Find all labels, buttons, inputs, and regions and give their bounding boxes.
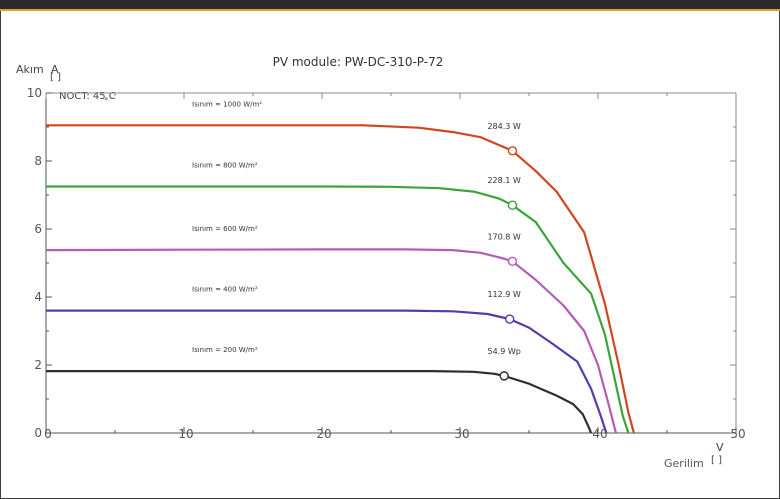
noct-annotation: NOCT: 45 C	[59, 91, 116, 102]
y-tick-label: 0	[34, 426, 42, 440]
y-tick-label: 6	[34, 222, 42, 236]
y-axis-unit: A	[51, 63, 59, 76]
irradiance-label-2: Isınım = 600 W/m²	[192, 225, 258, 233]
x-axis-unit-brackets: [ ]	[711, 455, 722, 466]
x-tick-label: 30	[454, 427, 469, 441]
x-tick-label: 20	[316, 427, 331, 441]
x-tick-label: 0	[44, 427, 52, 441]
series-line-4	[46, 370, 593, 434]
power-label-1: 228.1 W	[487, 176, 520, 185]
degree-mark: °	[104, 97, 109, 107]
irradiance-label-3: Isınım = 400 W/m²	[192, 286, 258, 294]
mpp-marker-0	[507, 146, 518, 156]
series-line-2	[45, 248, 617, 434]
x-tick-label: 10	[178, 427, 193, 441]
x-tick-label: 40	[592, 427, 607, 441]
x-axis-label: Gerilim	[664, 457, 704, 470]
x-tick-label: 50	[730, 427, 745, 441]
irradiance-label-0: Isınım = 1000 W/m²	[192, 100, 262, 108]
y-axis-label: Akım	[16, 63, 44, 76]
power-label-3: 112.9 W	[487, 290, 520, 299]
mpp-marker-2	[507, 256, 518, 266]
irradiance-label-1: Isınım = 800 W/m²	[192, 162, 258, 170]
y-tick-label: 8	[34, 154, 42, 168]
mpp-marker-1	[507, 200, 518, 210]
irradiance-label-4: Isınım = 200 W/m²	[192, 346, 258, 354]
top-bar	[0, 0, 780, 11]
x-axis-unit: V	[716, 441, 724, 454]
y-tick-label: 2	[34, 358, 42, 372]
y-tick-label: 4	[34, 290, 42, 304]
mpp-marker-4	[499, 371, 509, 381]
power-label-0: 284.3 W	[487, 122, 520, 131]
power-label-4: 54.9 Wp	[487, 347, 520, 356]
y-tick-label: 10	[27, 86, 42, 100]
y-axis-unit-brackets: [ ]	[50, 72, 61, 83]
chart-title: PV module: PW-DC-310-P-72	[273, 55, 444, 69]
series-line-0	[46, 124, 635, 434]
mpp-marker-3	[504, 314, 515, 324]
power-label-2: 170.8 W	[487, 232, 520, 241]
